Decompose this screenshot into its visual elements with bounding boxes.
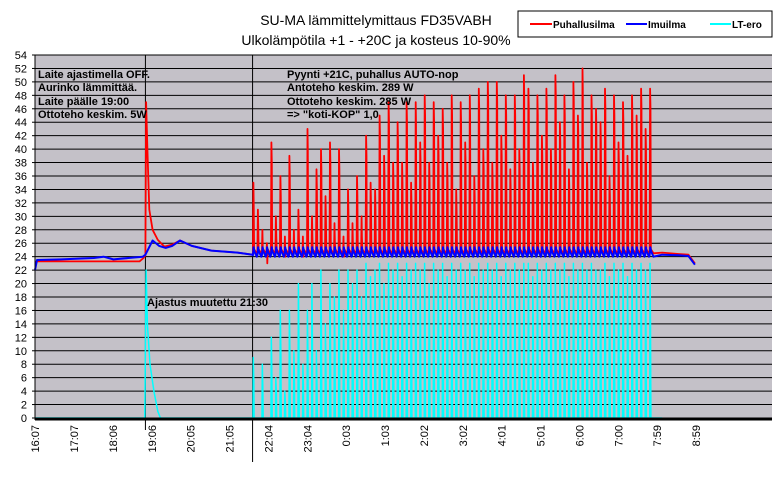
y-tick-label: 40 (15, 144, 27, 156)
y-tick-label: 32 (15, 198, 27, 210)
y-tick-label: 2 (21, 400, 27, 412)
x-tick-label: 21:05 (225, 425, 237, 453)
series-line-puhallusilma (34, 67, 696, 265)
y-tick-label: 46 (15, 104, 27, 116)
y-tick-label: 6 (21, 373, 27, 385)
annotation-right: Pyynti +21C, puhallus AUTO-nop Antoteho … (287, 69, 459, 121)
y-tick-label: 42 (15, 131, 27, 143)
x-tick-label: 7:00 (613, 425, 625, 446)
x-tick-label: 0:03 (341, 425, 353, 446)
annotation-left: Laite ajastimella OFF. Aurinko lämmittää… (38, 69, 150, 121)
annotation-marker: Ajastus muutettu 21:30 (147, 297, 268, 309)
y-tick-label: 36 (15, 171, 27, 183)
y-tick-label: 48 (15, 90, 27, 102)
y-tick-label: 14 (15, 319, 27, 331)
chart-subtitle: Ulkolämpötila +1 - +20C ja kosteus 10-90… (241, 32, 510, 48)
y-tick-label: 20 (15, 279, 27, 291)
y-tick-label: 34 (15, 184, 27, 196)
legend-label-puhallusilma: Puhallusilma (553, 20, 615, 31)
x-tick-label: 19:06 (147, 425, 159, 453)
annotation-left-1: Aurinko lämmittää. (38, 82, 137, 94)
y-tick-label: 30 (15, 211, 27, 223)
y-tick-label: 44 (15, 117, 27, 129)
x-tick-label: 8:59 (691, 425, 703, 446)
y-tick-label: 28 (15, 225, 27, 237)
x-tick-label: 20:05 (186, 425, 198, 453)
x-tick-label: 7:59 (652, 425, 664, 446)
y-tick-label: 12 (15, 332, 27, 344)
annotation-right-1: Antoteho keskim. 289 W (287, 82, 414, 94)
x-tick-label: 17:07 (69, 425, 81, 453)
y-tick-label: 4 (21, 386, 27, 398)
x-tick-label: 16:07 (30, 425, 42, 453)
annotation-left-2: Laite päälle 19:00 (38, 96, 129, 108)
annotation-left-0: Laite ajastimella OFF. (38, 69, 150, 81)
y-tick-label: 24 (15, 252, 27, 264)
annotation-right-0: Pyynti +21C, puhallus AUTO-nop (287, 69, 459, 81)
x-tick-label: 4:01 (497, 425, 509, 446)
x-tick-label: 22:04 (263, 425, 275, 453)
x-tick-label: 2:02 (419, 425, 431, 446)
annotation-right-3: => "koti-KOP" 1,0 (287, 109, 379, 121)
legend: Puhallusilma Imuilma LT-ero (517, 10, 773, 38)
legend-label-lt-ero: LT-ero (732, 20, 762, 31)
y-tick-label: 26 (15, 238, 27, 250)
x-tick-label: 6:00 (574, 425, 586, 446)
annotation-left-3: Ottoteho keskim. 5W (38, 109, 147, 121)
y-tick-label: 50 (15, 77, 27, 89)
chart-title: SU-MA lämmittelymittaus FD35VABH (260, 12, 492, 28)
series-line-imuilma (34, 239, 696, 271)
y-tick-label: 8 (21, 359, 27, 371)
y-tick-label: 10 (15, 346, 27, 358)
x-tick-label: 18:06 (108, 425, 120, 453)
y-tick-label: 16 (15, 305, 27, 317)
x-tick-label: 3:02 (458, 425, 470, 446)
x-tick-label: 23:04 (302, 425, 314, 453)
y-tick-label: 18 (15, 292, 27, 304)
x-tick-label: 5:01 (536, 425, 548, 446)
y-tick-label: 22 (15, 265, 27, 277)
x-tick-label: 1:03 (380, 425, 392, 446)
y-tick-label: 0 (21, 413, 27, 425)
y-tick-label: 38 (15, 158, 27, 170)
annotation-right-2: Ottoteho keskim. 285 W (287, 96, 412, 108)
y-tick-label: 54 (15, 50, 27, 62)
legend-label-imuilma: Imuilma (648, 20, 686, 31)
y-tick-label: 52 (15, 63, 27, 75)
